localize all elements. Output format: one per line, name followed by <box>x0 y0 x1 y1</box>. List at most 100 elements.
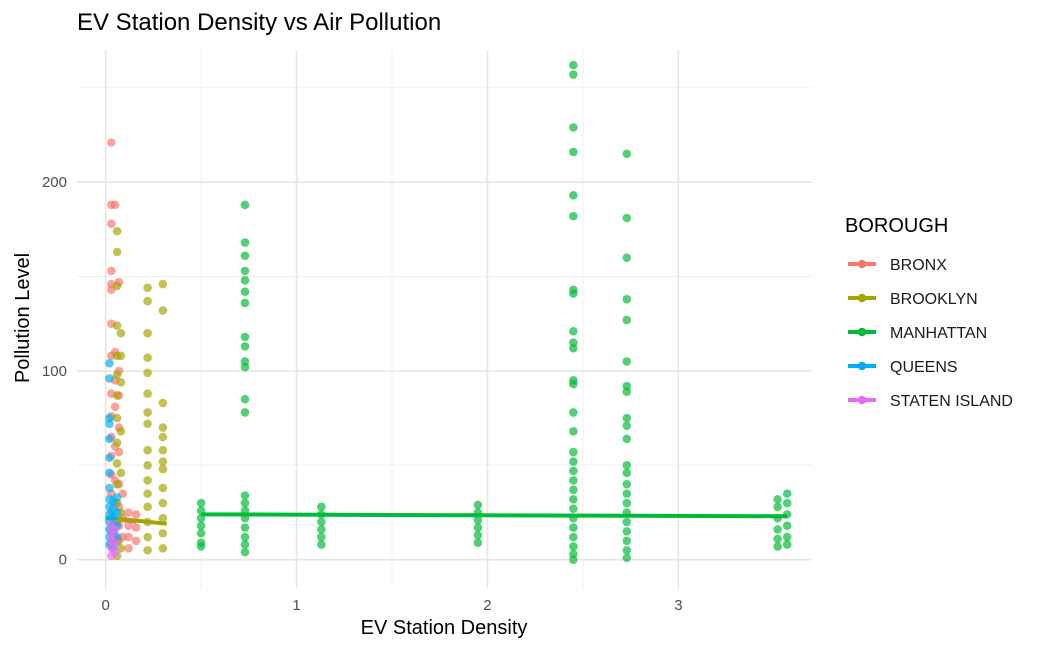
legend-item: STATEN ISLAND <box>848 393 1013 410</box>
data-point <box>112 493 122 502</box>
data-point <box>107 266 116 276</box>
data-point <box>569 211 578 221</box>
data-point <box>116 377 126 387</box>
data-point <box>110 402 120 412</box>
data-point <box>317 540 326 549</box>
data-point <box>143 408 152 417</box>
data-point <box>131 523 141 532</box>
data-point <box>107 138 116 147</box>
data-point <box>622 213 632 223</box>
data-point <box>569 523 578 532</box>
data-point <box>112 479 122 489</box>
data-point <box>622 460 632 470</box>
data-point <box>158 306 168 315</box>
data-point <box>622 468 632 478</box>
legend-label: STATEN ISLAND <box>890 393 1013 410</box>
data-point <box>124 521 133 531</box>
data-point <box>317 517 326 527</box>
data-point <box>143 502 152 512</box>
data-point <box>569 485 578 495</box>
data-point <box>622 413 632 423</box>
data-point <box>240 238 250 247</box>
data-point <box>105 453 114 463</box>
data-point <box>112 321 122 330</box>
data-point <box>569 476 578 485</box>
data-point <box>773 494 782 504</box>
data-point <box>569 147 578 157</box>
data-point <box>569 408 578 417</box>
data-point <box>569 427 578 436</box>
data-point <box>110 200 120 210</box>
data-point <box>622 294 632 304</box>
data-point <box>782 532 792 542</box>
data-point <box>112 508 122 517</box>
data-point <box>143 476 152 485</box>
axis-ticks: 0 1 2 3 0 100 200 <box>42 174 683 614</box>
data-point <box>110 525 120 534</box>
data-point <box>782 498 792 508</box>
data-point <box>143 489 152 498</box>
data-point <box>116 351 126 361</box>
data-point <box>196 521 206 531</box>
data-point <box>622 421 632 430</box>
data-point <box>622 489 632 498</box>
data-point <box>116 427 126 436</box>
data-point <box>569 447 578 457</box>
data-point <box>622 387 632 396</box>
data-point <box>569 191 578 200</box>
data-point <box>569 457 578 466</box>
trend-line <box>201 512 788 519</box>
data-point <box>622 479 632 489</box>
data-point <box>240 298 250 308</box>
grid-lines <box>77 50 812 588</box>
data-point <box>240 540 250 549</box>
data-point <box>196 528 206 538</box>
data-point <box>112 413 122 423</box>
data-point <box>112 281 122 291</box>
legend-key-point <box>857 293 867 303</box>
y-tick-label: 0 <box>59 552 67 569</box>
trend-line <box>113 516 167 526</box>
x-tick-label: 3 <box>674 597 682 614</box>
data-point <box>473 538 483 547</box>
data-point <box>143 389 152 398</box>
data-point <box>143 353 152 362</box>
data-point <box>131 536 141 546</box>
data-point <box>240 532 250 542</box>
data-point <box>143 283 152 293</box>
chart-title: EV Station Density vs Air Pollution <box>77 9 441 36</box>
data-point <box>569 542 578 551</box>
data-point <box>124 532 133 542</box>
x-tick-label: 0 <box>101 597 109 614</box>
data-point <box>569 289 578 298</box>
data-point <box>622 553 632 563</box>
data-point <box>158 423 168 432</box>
data-point <box>124 508 133 517</box>
legend-key-point <box>857 259 867 269</box>
data-point <box>240 408 250 417</box>
data-point <box>473 500 483 510</box>
data-point <box>569 60 578 70</box>
data-point <box>317 532 326 542</box>
y-tick-label: 200 <box>42 174 67 191</box>
data-point <box>473 523 483 532</box>
data-point <box>622 517 632 527</box>
legend-label: BROOKLYN <box>890 291 978 308</box>
legend-label: MANHATTAN <box>890 325 987 342</box>
data-point <box>107 219 116 228</box>
data-point <box>158 464 168 474</box>
y-tick-label: 100 <box>42 363 67 380</box>
data-point <box>116 468 126 478</box>
y-axis-title: Pollution Level <box>12 253 34 383</box>
data-point <box>569 555 578 564</box>
data-point <box>773 534 782 544</box>
data-point <box>569 379 578 389</box>
data-point <box>143 368 152 378</box>
data-point <box>105 468 114 478</box>
data-point <box>622 253 632 262</box>
data-point <box>158 398 168 408</box>
data-point <box>240 342 250 351</box>
data-point <box>112 459 122 468</box>
data-point <box>569 70 578 79</box>
